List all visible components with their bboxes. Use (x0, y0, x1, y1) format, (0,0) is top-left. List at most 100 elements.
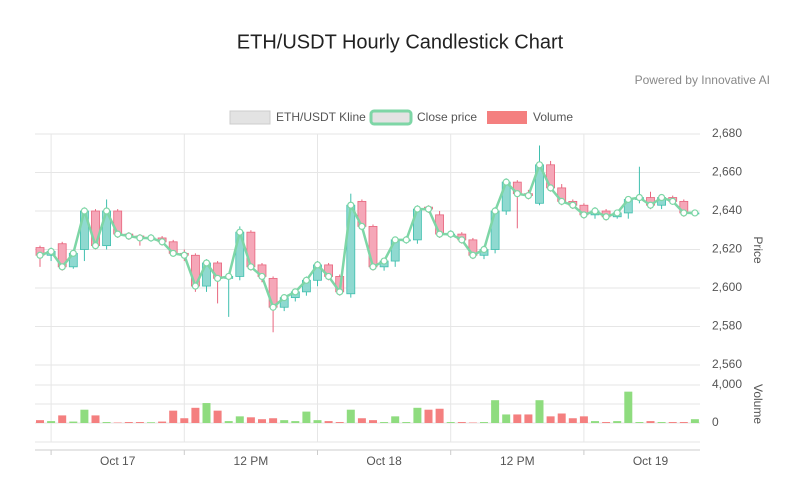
volume-bar (102, 422, 111, 423)
close-point (691, 209, 699, 217)
chart-title: ETH/USDT Hourly Candlestick Chart (237, 31, 564, 53)
close-point (169, 249, 177, 257)
volume-bar (191, 407, 200, 423)
volume-bar (402, 422, 411, 423)
close-point (646, 201, 655, 209)
volume-bar (602, 422, 611, 423)
close-point (469, 251, 477, 259)
volume-bar (80, 409, 89, 423)
volume-bar (335, 422, 344, 423)
close-point (280, 294, 288, 302)
close-point (91, 242, 100, 250)
close-point (635, 193, 644, 202)
volume-bar (47, 421, 56, 423)
volume-bar (357, 418, 366, 423)
y-tick-label: 2,660 (712, 165, 742, 179)
volume-bar (446, 422, 455, 423)
volume-bar (147, 422, 155, 423)
volume-bar (424, 409, 433, 423)
volume-bar (513, 414, 522, 423)
y-tick-label: 2,620 (712, 242, 742, 256)
volume-bar (646, 421, 655, 423)
close-point (402, 236, 410, 244)
y2-tick-label: 0 (712, 415, 719, 429)
close-point (524, 192, 533, 200)
legend-swatch (369, 109, 413, 126)
close-point (147, 234, 155, 242)
volume-bar (502, 414, 511, 423)
volume-bar (546, 416, 555, 423)
close-point (480, 245, 488, 254)
volume-bar (679, 422, 688, 423)
volume-bar (535, 400, 544, 423)
y-tick-label: 2,600 (712, 280, 742, 294)
x-tick-label: 12 PM (234, 454, 269, 468)
volume-bar (613, 421, 622, 423)
volume-bar (313, 420, 322, 423)
volume-bar (624, 391, 633, 423)
close-point (569, 201, 577, 209)
volume-bar (668, 422, 677, 423)
close-point (191, 282, 199, 290)
volume-bar (36, 420, 44, 423)
close-point (546, 184, 555, 192)
y-tick-label: 2,580 (712, 319, 742, 333)
volume-bar (180, 418, 189, 423)
volume-bar (169, 410, 178, 423)
volume-bar (346, 409, 355, 423)
volume-bar (557, 413, 566, 423)
close-point (291, 288, 299, 296)
x-tick-label: Oct 19 (633, 454, 669, 468)
close-point (369, 263, 377, 271)
close-point (313, 261, 322, 269)
close-point (458, 236, 466, 244)
close-point (591, 207, 599, 215)
volume-bar (635, 422, 644, 423)
close-point (114, 230, 122, 238)
close-point (413, 205, 421, 213)
close-point (69, 249, 77, 257)
volume-bar (202, 403, 211, 423)
close-point (202, 259, 211, 267)
volume-bar (435, 408, 444, 423)
close-point (424, 205, 433, 213)
volume-bar (135, 422, 144, 423)
volume-bar (457, 422, 466, 423)
volume-bar (391, 416, 400, 423)
volume-bar (690, 419, 699, 423)
volume-bar (246, 417, 255, 423)
close-point (447, 230, 455, 238)
close-point (602, 213, 610, 221)
volume-bar (91, 415, 100, 423)
volume-bar (224, 421, 233, 423)
close-point (47, 247, 55, 256)
close-point (269, 303, 277, 311)
close-point (680, 209, 688, 217)
volume-bar (524, 414, 533, 423)
y-axis-label: Price (751, 236, 765, 264)
close-point (236, 228, 244, 236)
close-point (247, 263, 255, 271)
close-point (36, 251, 44, 259)
volume-bar (69, 421, 78, 423)
x-tick-label: Oct 18 (366, 454, 402, 468)
close-point (513, 190, 521, 198)
volume-bar (302, 411, 311, 423)
volume-bar (369, 420, 377, 423)
close-point (347, 201, 355, 209)
close-point (358, 222, 366, 230)
close-point (214, 274, 222, 282)
close-point (302, 276, 310, 284)
volume-bar (124, 422, 133, 423)
x-tick-label: 12 PM (500, 454, 535, 468)
volume-bar (235, 416, 244, 423)
y2-axis-label: Volume (751, 384, 765, 424)
legend-label: Volume (533, 110, 573, 124)
close-point (669, 197, 677, 205)
close-point (180, 251, 188, 259)
close-point (580, 211, 588, 219)
close-point (325, 272, 333, 281)
volume-bar (158, 421, 167, 423)
legend-label: ETH/USDT Kline (276, 110, 366, 124)
